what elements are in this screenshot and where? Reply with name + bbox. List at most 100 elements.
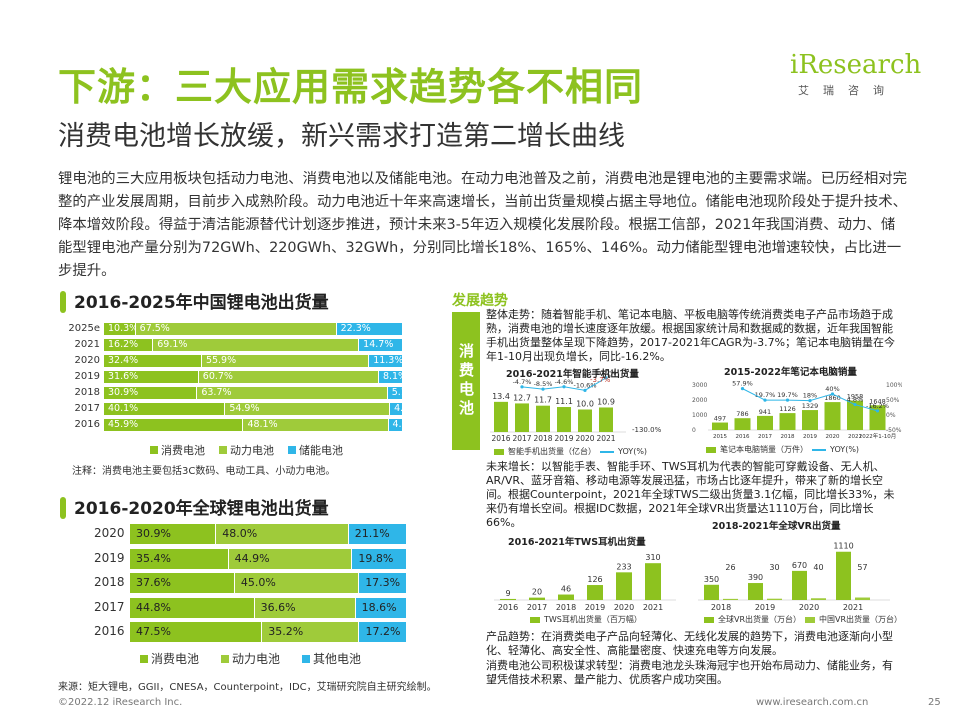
china-chart-note: 注释：消费电池主要包括3C数码、电动工具、小动力电池。 [72,466,336,477]
laptop-bar-label: 497 [714,415,726,423]
bar-segment: 30.9% [130,524,216,544]
phone-x-label: 2017 [512,434,531,443]
bar-segment: 32.4% [104,355,201,367]
tws-x-label: 2016 [498,603,518,612]
laptop-x-label: 2015 [713,434,727,440]
bar-segment: 4.3% [389,403,402,415]
bar-row: 10.3%67.5%22.3% [104,323,402,335]
bar-segment: 54.9% [224,403,390,415]
bar-segment: 18.6% [354,597,406,618]
laptop-bar [869,405,886,430]
bar-segment: 40.1% [104,403,225,415]
legend-consumer: 消费电池 [140,650,199,667]
laptop-bar-label: 941 [759,408,771,416]
tws-bar [616,572,632,600]
category-label: 2019 [94,550,125,565]
page-title: 下游：三大应用需求趋势各不相同 [58,65,644,109]
laptop-x-label: 2017 [758,434,772,440]
tws-bar [587,585,603,600]
category-label: 2025e [68,323,100,334]
tws-bar-label: 9 [505,589,510,598]
phone-cagr-label: -3.7% [590,376,611,384]
bar-segment: 44.9% [227,548,352,569]
side-label: 消费电池 [452,312,480,450]
bar-segment: 21.1% [347,524,406,544]
vr-global-bar [748,583,763,600]
legend-power: 动力电池 [221,650,280,667]
tws-x-label: 2021 [643,603,663,612]
laptop-bar [757,415,773,430]
phone-axis-min-label: -130.0% [632,426,662,434]
vr-global-label: 670 [792,561,807,570]
vr-global-label: 350 [704,575,719,584]
bar-segment: 45.9% [104,419,243,431]
bar-segment: 35.2% [261,622,359,642]
category-label: 2016 [74,419,100,430]
laptop-yoy-label: -16.2% [866,402,889,410]
bar-segment: 36.6% [253,597,355,618]
laptop-yoy-label: 19.7% [755,391,776,399]
laptop-bar-label: 1648 [869,397,886,405]
vr-x-label: 2019 [755,603,775,612]
laptop-y2-tick: 50% [886,397,900,404]
vr-x-label: 2021 [843,603,863,612]
bar-segment: 17.3% [358,573,406,593]
bar-row: 40.1%54.9%4.3% [104,403,402,415]
legend-storage: 储能电池 [288,442,343,458]
phone-yoy-label: -8.5% [534,380,553,388]
vr-global-bar [836,551,851,600]
trend-title: 发展趋势 [452,293,508,309]
category-label: 2020 [94,526,125,540]
phone-bar [494,401,508,432]
legend-power: 动力电池 [219,442,274,458]
laptop-yoy-label: 57.9% [732,380,753,388]
laptop-yoy-label: 18% [803,392,817,400]
website-link[interactable]: www.iresearch.com.cn [756,697,869,708]
vr-global-bar [704,584,719,600]
bar-segment: 35.4% [130,548,228,569]
vr-global-bar [792,570,807,600]
bar-row: 30.9%63.7%5.1% [104,387,402,399]
bar-segment: 48.1% [242,419,388,431]
bar-segment: 8.1% [377,371,402,383]
phone-yoy-label: -4.7% [513,378,532,386]
trend-paragraph-future: 未来增长：以智能手表、智能手环、TWS耳机为代表的智能可穿戴设备、无人机、AR/… [486,460,895,529]
trend-paragraph-product: 产品趋势：在消费类电子产品向轻薄化、无线化发展的趋势下，消费电池逐渐向小型化、轻… [486,630,893,657]
laptop-y2-tick: 100% [886,382,902,389]
tws-bar [558,594,574,600]
laptop-bar [824,402,841,430]
trend-paragraph-overall: 整体走势：随着智能手机、笔记本电脑、平板电脑等传统消费类电子产品市场趋于成熟，消… [486,308,896,363]
trend-paragraph-transform: 消费电池公司积极谋求转型：消费电池龙头珠海冠宇也开始布局动力、储能业务，有望凭借… [486,659,893,686]
bar-segment: 48.0% [215,524,348,544]
laptop-y-tick: 3000 [692,382,707,389]
laptop-x-label: 2018 [781,434,795,440]
laptop-y2-tick: 0% [886,412,896,419]
phone-yoy-label: -10.6% [574,381,597,389]
iresearch-logo: iResearch 艾瑞咨询 [790,50,921,110]
vr-chart: 350 26 2018 390 30 2019 670 40 2020 1110 57 2021 [698,542,890,612]
global-chart-legend: 消费电池 动力电池 其他电池 [140,650,361,667]
category-label: 2021 [74,339,100,350]
tws-x-label: 2017 [527,603,547,612]
copyright: ©2022.12 iResearch Inc. [58,697,183,708]
laptop-y-tick: 0 [692,427,696,434]
laptop-chart: 0 1000 2000 3000 -50% 0% 50% 100% 497 2015 786 2016… [692,380,902,440]
bar-segment: 55.9% [200,355,369,367]
tws-bar-label: 310 [645,553,660,562]
laptop-bar-label: 1860 [824,394,841,402]
laptop-y2-tick: -50% [886,427,902,434]
legend-consumer: 消费电池 [150,442,205,458]
laptop-y-tick: 1000 [692,412,707,419]
laptop-yoy-label: 40% [825,385,839,393]
global-chart-title-block: 2016-2020年全球锂电池出货量 [60,494,329,519]
laptop-bar [779,413,796,430]
category-label: 2017 [74,403,100,414]
smartphone-chart: 13.4 2016 12.7 2017 11.7 2018 11.1 2019 10.0 2020… [490,369,662,443]
vr-china-label: 57 [857,563,867,572]
phone-chart-title: 2016-2021年智能手机出货量 [506,369,639,380]
bar-segment: 10.3% [104,323,135,335]
phone-bar [515,403,529,432]
bar-row: 30.9% 48.0% 21.1% [130,524,406,544]
laptop-yoy-label: 4.8% [847,396,864,404]
phone-yoy-line [521,377,607,391]
